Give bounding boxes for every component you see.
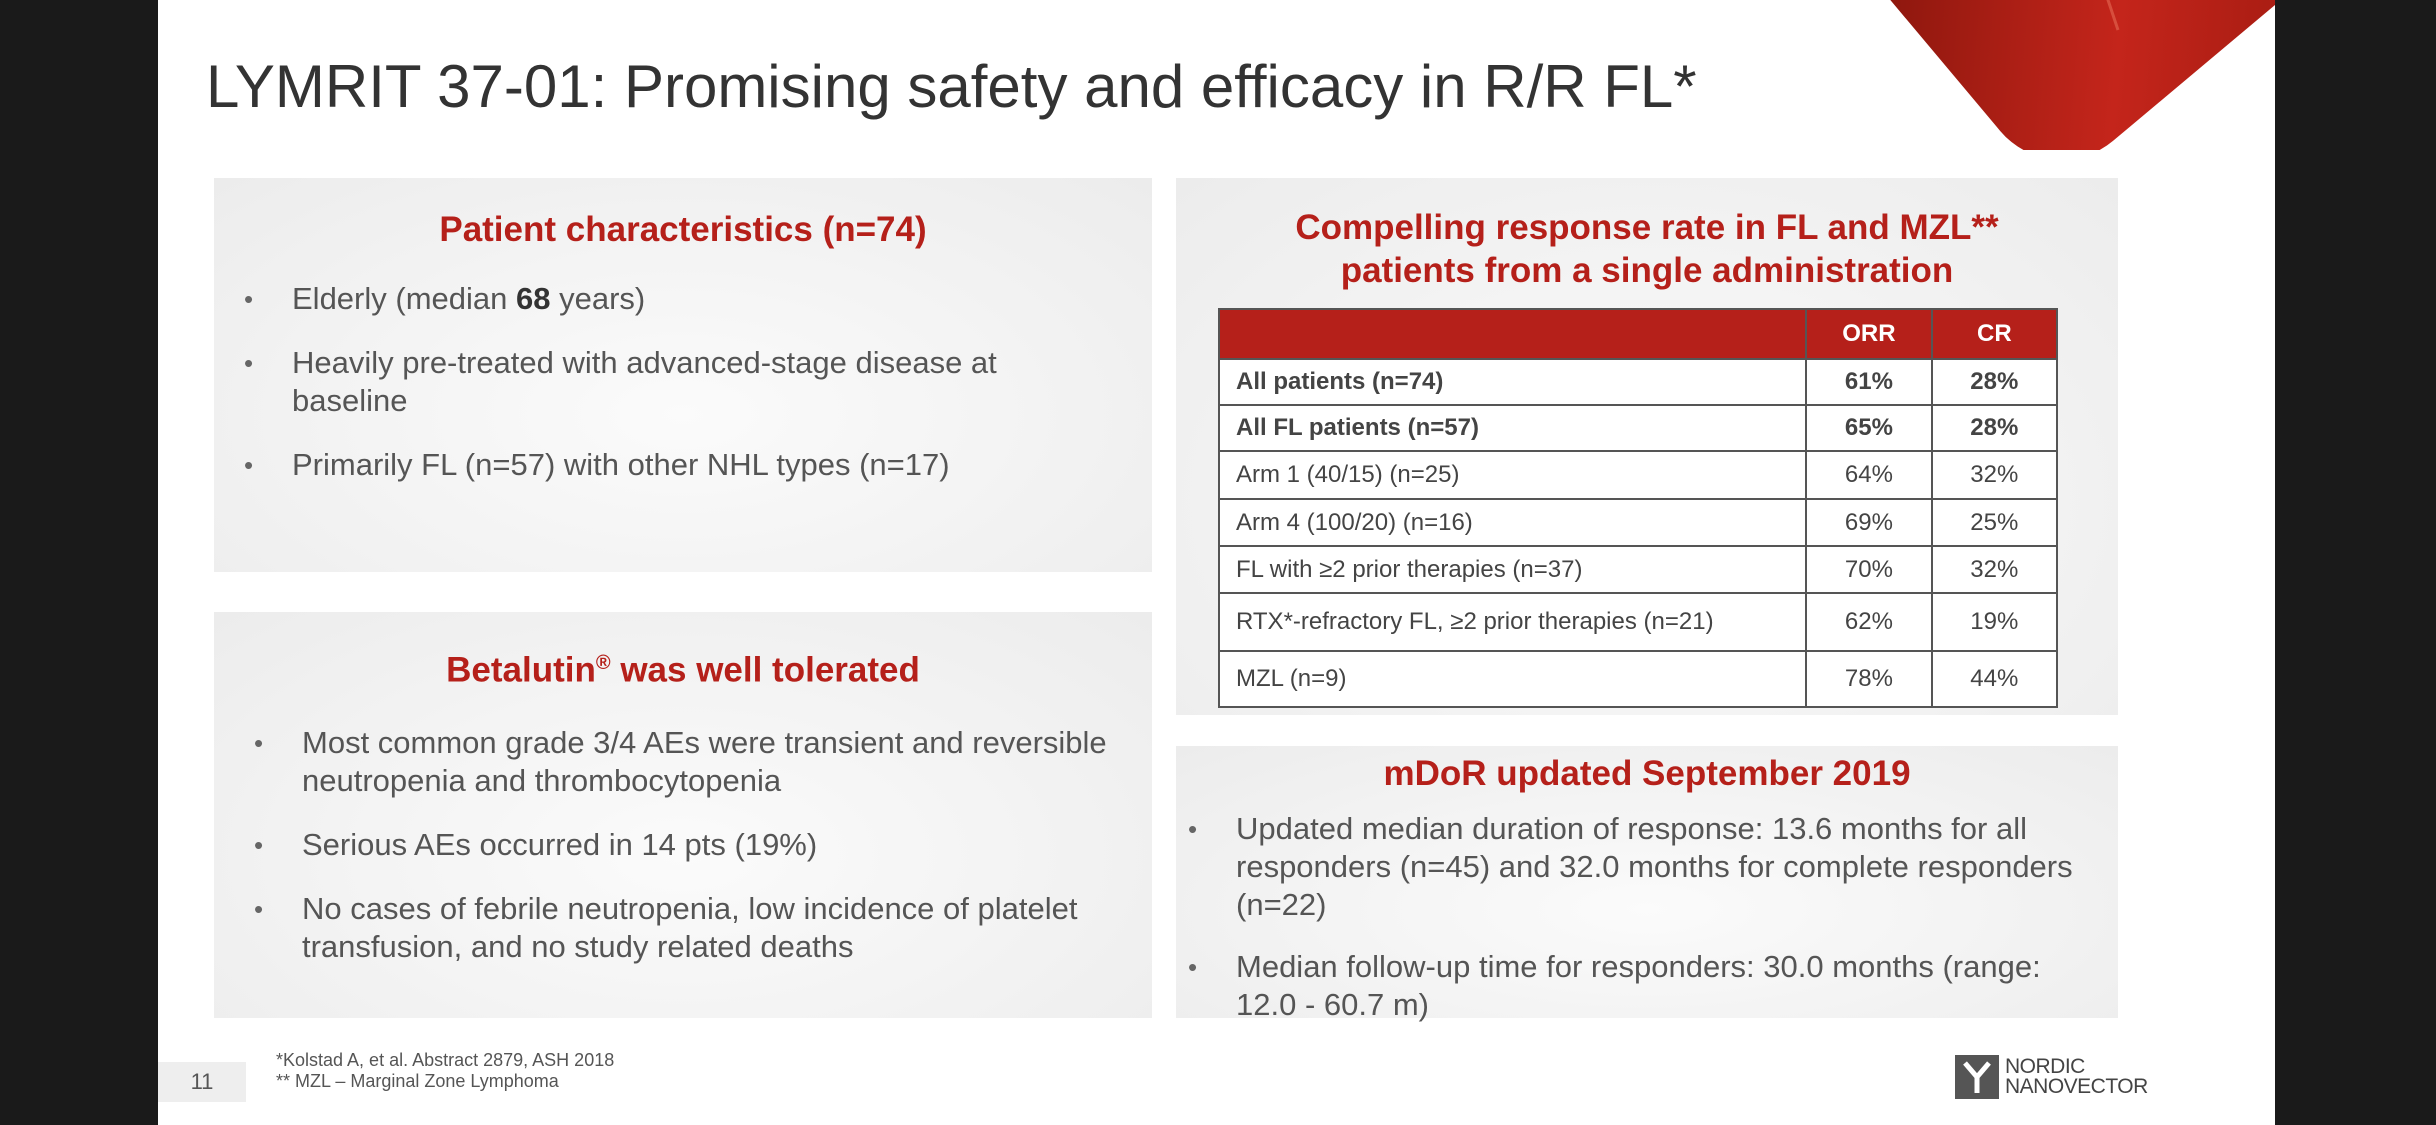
- row-label: Arm 1 (40/15) (n=25): [1217, 450, 1808, 500]
- table-header-orr: ORR: [1805, 308, 1933, 360]
- table-row: Arm 4 (100/20) (n=16) 69% 25%: [1217, 498, 2059, 547]
- row-orr: 62%: [1805, 592, 1933, 652]
- bullet-primarily-fl: • Primarily FL (n=57) with other NHL typ…: [244, 447, 950, 482]
- page-number: 11: [158, 1062, 246, 1102]
- row-orr: 70%: [1805, 545, 1933, 594]
- table-row: Arm 1 (40/15) (n=25) 64% 32%: [1217, 450, 2059, 500]
- table-row: MZL (n=9) 78% 44%: [1217, 650, 2059, 708]
- row-orr: 78%: [1805, 650, 1933, 708]
- table-row: FL with ≥2 prior therapies (n=37) 70% 32…: [1217, 545, 2059, 594]
- footnote-reference: *Kolstad A, et al. Abstract 2879, ASH 20…: [276, 1050, 615, 1070]
- row-label: RTX*-refractory FL, ≥2 prior therapies (…: [1217, 592, 1808, 652]
- row-label: All FL patients (n=57): [1217, 404, 1808, 452]
- patient-bullet-list: • Elderly (median 68 years) • Heavily pr…: [244, 280, 1132, 484]
- patient-characteristics-panel: Patient characteristics (n=74) • Elderly…: [214, 178, 1152, 572]
- row-cr: 32%: [1930, 450, 2059, 500]
- slide: LYMRIT 37-01: Promising safety and effic…: [158, 0, 2275, 1125]
- row-cr: 44%: [1930, 650, 2059, 708]
- table-header-row: ORR CR: [1217, 308, 2059, 360]
- mdor-panel-title: mDoR updated September 2019: [1383, 754, 1911, 793]
- row-cr: 25%: [1930, 498, 2059, 547]
- footnote-mzl: ** MZL – Marginal Zone Lymphoma: [276, 1071, 559, 1091]
- bullet-dot: •: [254, 894, 264, 924]
- row-cr: 32%: [1930, 545, 2059, 594]
- row-label: FL with ≥2 prior therapies (n=37): [1217, 545, 1808, 594]
- bullet-follow-up: • Median follow-up time for responders: …: [1188, 949, 2041, 1022]
- response-table: ORR CR All patients (n=74) 61% 28% All F…: [1217, 308, 2059, 708]
- logo-mark-icon: [1955, 1055, 1999, 1099]
- bullet-dot: •: [244, 348, 254, 378]
- logo-text: NORDIC NANOVECTOR: [2005, 1055, 2148, 1098]
- row-label: All patients (n=74): [1217, 358, 1808, 406]
- bullet-no-febrile: • No cases of febrile neutropenia, low i…: [254, 891, 1078, 964]
- response-rate-panel: Compelling response rate in FL and MZL**…: [1176, 178, 2118, 715]
- bullet-dot: •: [1188, 814, 1198, 844]
- mdor-bullet-list: • Updated median duration of response: 1…: [1188, 810, 2096, 1024]
- bullet-dot: •: [254, 728, 264, 758]
- row-orr: 65%: [1805, 404, 1933, 452]
- bullet-dot: •: [244, 284, 254, 314]
- response-panel-title: Compelling response rate in FL and MZL**…: [1295, 208, 1999, 290]
- corner-decoration: [1858, 0, 2275, 150]
- bullet-serious-aes: • Serious AEs occurred in 14 pts (19%): [254, 827, 818, 862]
- safety-panel: Betalutin® was well tolerated • Most com…: [214, 612, 1152, 1018]
- table-row: All patients (n=74) 61% 28%: [1217, 358, 2059, 406]
- bullet-dot: •: [254, 830, 264, 860]
- mdor-panel: mDoR updated September 2019 • Updated me…: [1176, 746, 2118, 1022]
- bullet-dot: •: [244, 450, 254, 480]
- bullet-elderly: • Elderly (median 68 years): [244, 281, 646, 316]
- table-header-label: [1217, 308, 1808, 360]
- table-header-cr: CR: [1930, 308, 2059, 360]
- safety-panel-title: Betalutin® was well tolerated: [446, 650, 920, 690]
- row-cr: 28%: [1930, 404, 2059, 452]
- row-cr: 28%: [1930, 358, 2059, 406]
- table-row: All FL patients (n=57) 65% 28%: [1217, 404, 2059, 452]
- row-orr: 64%: [1805, 450, 1933, 500]
- row-cr: 19%: [1930, 592, 2059, 652]
- row-orr: 61%: [1805, 358, 1933, 406]
- slide-title: LYMRIT 37-01: Promising safety and effic…: [206, 53, 1697, 120]
- bullet-grade-aes: • Most common grade 3/4 AEs were transie…: [254, 725, 1107, 798]
- row-label: MZL (n=9): [1217, 650, 1808, 708]
- row-label: Arm 4 (100/20) (n=16): [1217, 498, 1808, 547]
- safety-bullet-list: • Most common grade 3/4 AEs were transie…: [254, 724, 1132, 966]
- row-orr: 69%: [1805, 498, 1933, 547]
- bullet-pretreated: • Heavily pre-treated with advanced-stag…: [244, 345, 997, 418]
- table-row: RTX*-refractory FL, ≥2 prior therapies (…: [1217, 592, 2059, 652]
- patient-panel-title: Patient characteristics (n=74): [439, 210, 927, 249]
- bullet-dot: •: [1188, 952, 1198, 982]
- bullet-median-duration: • Updated median duration of response: 1…: [1188, 811, 2073, 922]
